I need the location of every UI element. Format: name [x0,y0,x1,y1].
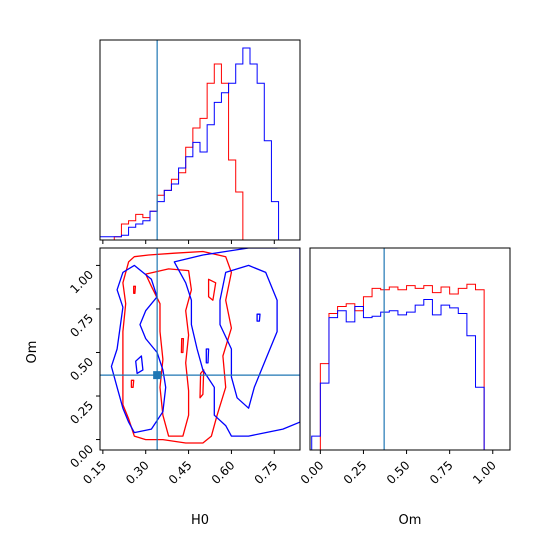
contour-series_a-0 [122,250,233,444]
h0-hist-series-1 [100,47,300,240]
contour-series_a-2 [207,278,217,301]
contour-series_a-6 [130,379,135,388]
om-marginal-panel: 0.00 0.25 0.50 0.75 1.00 [298,247,511,487]
contour-frame [99,247,301,451]
x-axis-label-om: Om [399,513,422,528]
contour-xtick-label-2: 0.45 [166,458,195,487]
axis-labels: H0 Om Om [25,341,421,528]
y-axis-label-om: Om [25,341,40,364]
om-hist-frame [309,247,511,451]
truth-marker [153,371,162,380]
contour-series_a-1 [145,268,193,437]
contour-ytick-label-1: 0.25 [67,398,96,427]
contour-series_b-9 [110,264,167,434]
h0-marginal-panel [99,39,301,244]
h0-hist-series-0 [100,63,300,240]
contour-xtick-label-1: 0.30 [123,458,152,487]
contour-xtick-label-3: 0.60 [209,458,238,487]
contour-series_b-7 [173,248,300,437]
om-hist-xtick-label-2: 0.50 [384,458,413,487]
contour-ytick-label-2: 0.50 [67,355,96,384]
om-hist-series-0 [311,283,510,450]
om-hist-xtick-label-3: 0.75 [427,458,456,487]
h0-om-contour-panel: 0.15 0.30 0.45 0.60 0.750.000.250.500.751.00 [67,247,301,487]
x-axis-label-h0: H0 [191,513,209,528]
contour-xtick-label-4: 0.75 [252,458,281,487]
contour-ytick-label-3: 0.75 [67,311,96,340]
contour-series_a-4 [180,337,185,354]
om-hist-xtick-label-0: 0.00 [298,458,327,487]
contour-series_a-5 [133,285,137,294]
om-hist-xtick-label-1: 0.25 [341,458,370,487]
contour-series_b-8 [219,264,278,409]
h0-hist-frame [99,39,301,241]
contour-ytick-label-4: 1.00 [67,268,96,297]
contour-series_a-3 [199,369,205,399]
contour-series_b-12 [135,355,144,375]
om-hist-xtick-label-4: 1.00 [470,458,499,487]
contour-series_b-11 [256,313,261,322]
om-hist-series-1 [311,299,510,450]
contour-series_b-10 [205,348,210,364]
